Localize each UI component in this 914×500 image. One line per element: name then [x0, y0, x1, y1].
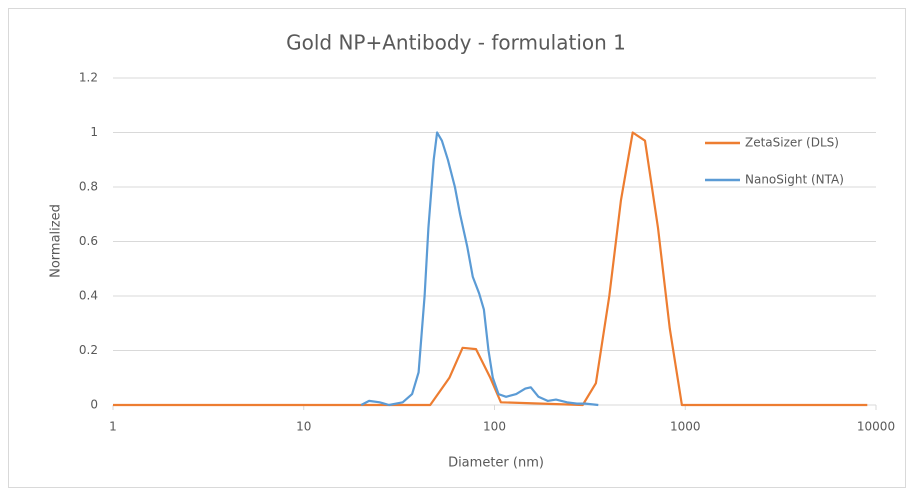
- y-tick-label: 1.2: [79, 71, 98, 85]
- x-tick-label: 1000: [670, 420, 701, 434]
- y-tick-label: 0.6: [79, 234, 98, 248]
- y-tick-label: 0.8: [79, 180, 98, 194]
- chart-title: Gold NP+Antibody - formulation 1: [286, 31, 626, 55]
- y-axis-label: Normalized: [49, 204, 64, 278]
- legend-label: NanoSight (NTA): [745, 173, 844, 187]
- x-tick-label: 100: [483, 420, 506, 434]
- x-tick-label: 10000: [857, 420, 895, 434]
- y-tick-label: 0.4: [79, 289, 98, 303]
- chart-frame: [8, 8, 906, 488]
- x-tick-label: 10: [296, 420, 311, 434]
- x-tick-label: 1: [109, 420, 117, 434]
- legend-label: ZetaSizer (DLS): [745, 136, 839, 150]
- series-line: [360, 131, 599, 407]
- series-line: [113, 131, 868, 407]
- x-axis-label: Diameter (nm): [448, 456, 544, 471]
- y-tick-label: 0: [90, 398, 98, 412]
- y-tick-label: 1: [90, 125, 98, 139]
- y-tick-label: 0.2: [79, 343, 98, 357]
